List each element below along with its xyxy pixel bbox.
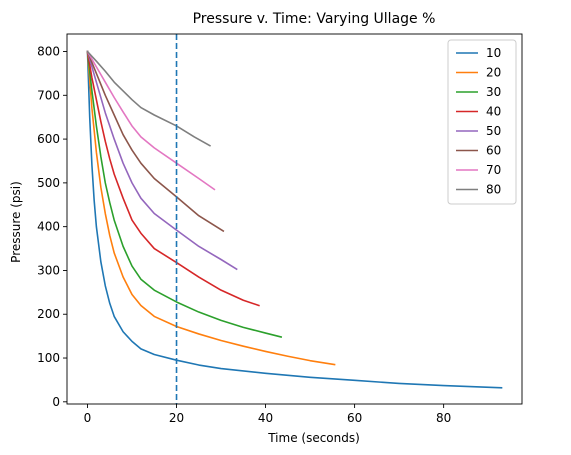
plot-frame xyxy=(66,33,523,405)
x-tick-label: 80 xyxy=(436,411,451,425)
y-tick-label: 700 xyxy=(37,88,60,102)
legend-label-20: 20 xyxy=(486,66,501,80)
y-tick-label: 200 xyxy=(37,307,60,321)
series-line-40 xyxy=(86,50,260,307)
series-line-80 xyxy=(86,50,211,147)
series-line-10 xyxy=(86,50,503,389)
y-axis-label: Pressure (psi) xyxy=(9,181,23,263)
y-tick-label: 300 xyxy=(37,263,60,277)
legend-label-50: 50 xyxy=(486,124,501,138)
y-tick-label: 100 xyxy=(37,351,60,365)
legend-label-60: 60 xyxy=(486,144,501,158)
series-line-70 xyxy=(86,50,216,191)
legend: 10 20 30 40 50 60 70 80 xyxy=(447,39,517,205)
series-line-20 xyxy=(86,50,336,366)
y-tick-label: 500 xyxy=(37,176,60,190)
y-tick-label: 600 xyxy=(37,132,60,146)
legend-label-30: 30 xyxy=(486,85,501,99)
y-tick-label: 400 xyxy=(37,220,60,234)
x-tick-label: 0 xyxy=(84,411,92,425)
legend-label-80: 80 xyxy=(486,183,501,197)
legend-box xyxy=(447,39,517,205)
x-tick-label: 60 xyxy=(347,411,362,425)
chart-title: Pressure v. Time: Varying Ullage % xyxy=(193,11,436,27)
series-line-60 xyxy=(86,50,225,233)
plot-area xyxy=(66,33,523,405)
x-tick-label: 20 xyxy=(169,411,184,425)
series-line-30 xyxy=(86,50,283,338)
y-tick-label: 800 xyxy=(37,45,60,59)
legend-label-40: 40 xyxy=(486,105,501,119)
series-line-50 xyxy=(86,50,238,271)
x-tick-label: 40 xyxy=(258,411,273,425)
x-axis-label: Time (seconds) xyxy=(267,431,360,445)
y-tick-label: 0 xyxy=(52,395,60,409)
legend-label-70: 70 xyxy=(486,163,501,177)
legend-label-10: 10 xyxy=(486,46,501,60)
